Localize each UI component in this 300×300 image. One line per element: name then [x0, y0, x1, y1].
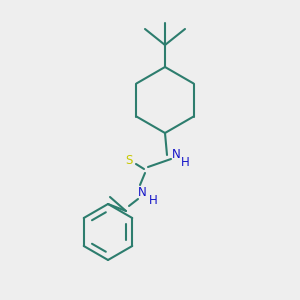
Text: H: H [148, 194, 158, 208]
Text: H: H [181, 155, 189, 169]
Text: S: S [125, 154, 133, 167]
Text: N: N [138, 187, 146, 200]
Text: N: N [172, 148, 180, 160]
